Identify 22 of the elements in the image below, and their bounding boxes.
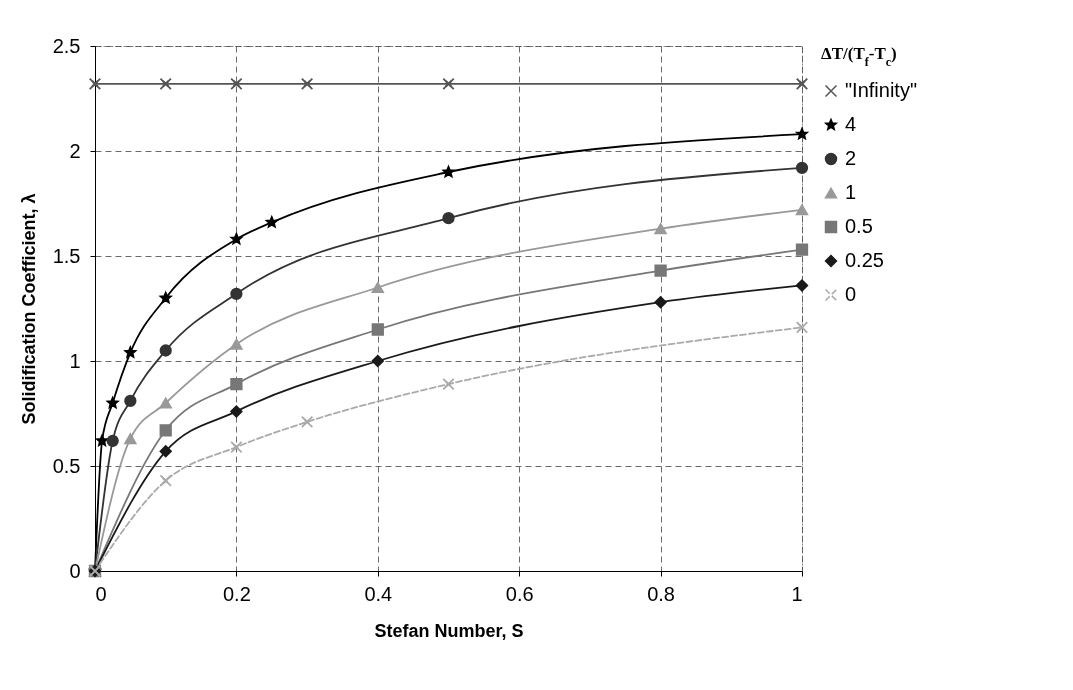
legend-label: 0: [845, 283, 857, 305]
legend-label: 1: [845, 181, 857, 203]
legend-title: ΔT/(T$_{f}$-T$_{c}$): [821, 44, 897, 69]
y-tick-label: 1: [69, 349, 81, 372]
x-tick-label: 0.2: [222, 582, 251, 605]
y-tick-label: 0: [69, 559, 81, 582]
x-tick-label: 0.4: [364, 582, 393, 605]
legend-label: 4: [845, 113, 857, 135]
y-tick-label: 0.5: [52, 454, 81, 477]
legend-label: 2: [845, 147, 857, 169]
legend-label: "Infinity": [845, 79, 918, 101]
legend-label: 0.25: [845, 249, 884, 271]
y-tick-label: 1.5: [52, 244, 81, 267]
x-tick-label: 1: [791, 582, 803, 605]
x-tick-label: 0.6: [505, 582, 534, 605]
legend-label: 0.5: [845, 215, 873, 237]
y-tick-label: 2.5: [52, 34, 81, 57]
x-axis-title: Stefan Number, S: [374, 620, 524, 641]
x-tick-label: 0.8: [647, 582, 676, 605]
y-axis-title: Solidification Coefficient, λ: [18, 193, 39, 425]
x-tick-label: 0: [95, 582, 107, 605]
y-tick-label: 2: [69, 139, 81, 162]
